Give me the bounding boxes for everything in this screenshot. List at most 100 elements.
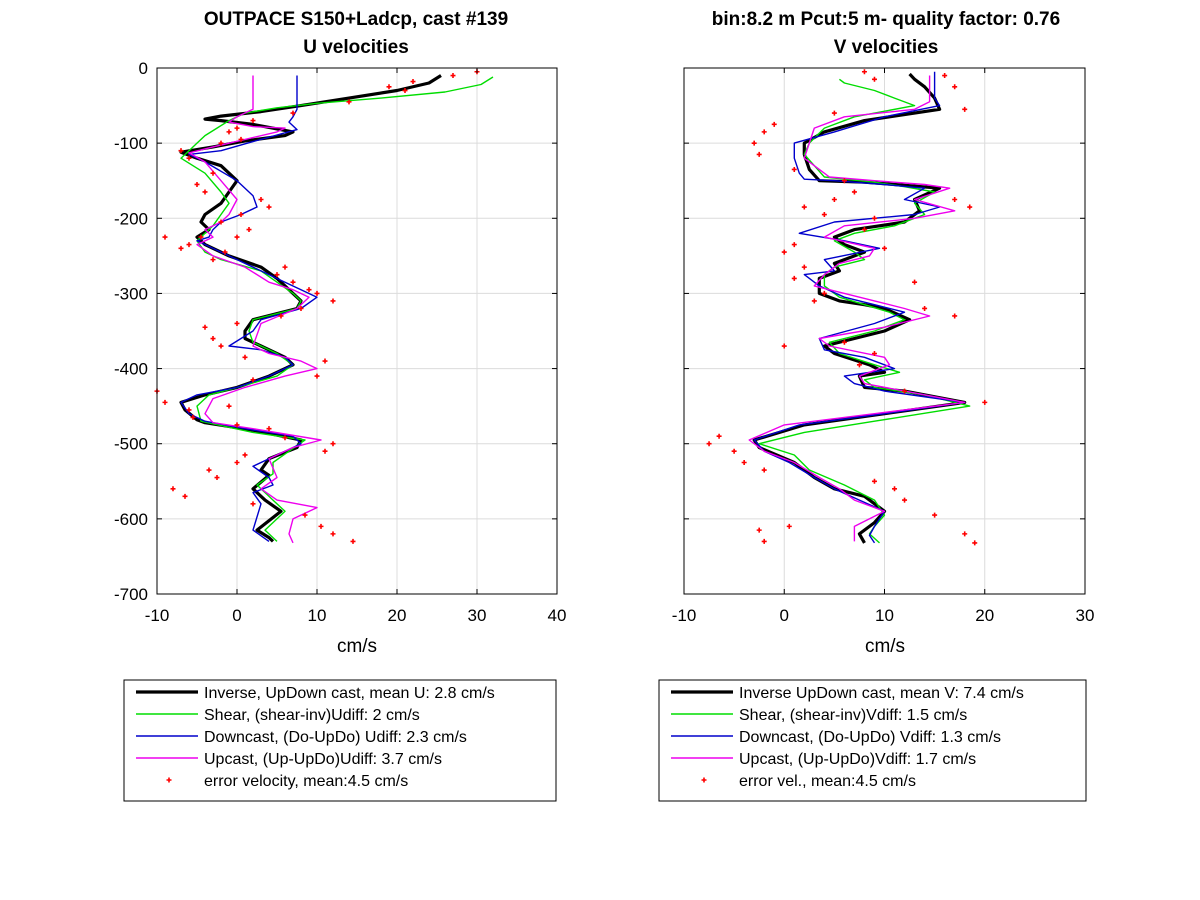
v-legend: Inverse UpDown cast, mean V: 7.4 cm/s She… <box>658 679 1087 802</box>
u-y-tick-label: -500 <box>114 435 148 454</box>
v-error-point <box>962 106 968 112</box>
v-panel-subtitle: V velocities <box>834 37 939 58</box>
u-error-velocity-points <box>154 69 480 544</box>
v-error-point <box>781 343 787 349</box>
u-error-point <box>226 129 232 135</box>
v-error-point <box>972 540 978 546</box>
u-error-point <box>234 460 240 465</box>
v-error-point <box>922 305 928 311</box>
v-error-point <box>902 497 908 503</box>
u-error-point <box>350 538 356 544</box>
v-legend-swatch-4 <box>701 777 707 783</box>
u-error-point <box>322 358 328 364</box>
u-error-point <box>282 264 288 270</box>
u-error-point <box>234 234 240 240</box>
u-legend-swatch-4 <box>166 777 172 783</box>
v-error-point <box>706 441 712 447</box>
v-error-point <box>952 197 958 202</box>
v-error-point <box>781 249 787 255</box>
v-series-line-3 <box>748 75 966 542</box>
v-error-point <box>801 204 807 210</box>
u-error-point <box>330 441 336 447</box>
v-x-tick-label: 10 <box>875 606 894 625</box>
u-x-axis-label: cm/s <box>337 636 377 657</box>
v-error-point <box>871 76 877 82</box>
v-legend-label-1: Shear, (shear-inv)Vdiff: 1.5 cm/s <box>739 707 967 724</box>
u-error-point <box>450 73 456 79</box>
u-y-tick-label: -200 <box>114 209 148 228</box>
u-error-point <box>242 452 248 458</box>
u-error-point <box>214 475 220 481</box>
v-error-point <box>967 204 973 210</box>
u-error-point <box>302 512 308 518</box>
v-error-point <box>871 215 877 221</box>
v-error-point <box>841 339 847 345</box>
v-error-point <box>856 362 862 368</box>
u-error-point <box>314 373 320 379</box>
u-y-tick-label: -600 <box>114 510 148 529</box>
u-legend: Inverse, UpDown cast, mean U: 2.8 cm/s Sh… <box>123 679 557 802</box>
u-error-point <box>234 320 240 326</box>
v-error-point <box>811 298 817 304</box>
u-x-tick-label: -10 <box>145 606 170 625</box>
v-error-point <box>962 531 968 537</box>
u-legend-label-1: Shear, (shear-inv)Udiff: 2 cm/s <box>204 707 420 724</box>
u-error-point <box>170 486 176 492</box>
u-error-point <box>250 377 256 383</box>
v-error-point <box>851 189 857 195</box>
v-error-point <box>831 197 837 202</box>
u-error-point <box>218 140 224 146</box>
u-error-point <box>330 298 336 304</box>
u-x-tick-label: 30 <box>468 606 487 625</box>
v-error-point <box>882 245 887 251</box>
u-error-point <box>218 219 224 225</box>
v-series-group <box>706 69 988 546</box>
u-error-point <box>266 426 272 432</box>
v-error-point <box>932 512 938 518</box>
u-error-point <box>198 234 204 240</box>
v-error-point <box>761 467 767 473</box>
u-error-point <box>210 336 216 342</box>
u-error-point <box>346 99 352 105</box>
u-error-point <box>222 249 228 255</box>
v-x-tick-label: 0 <box>780 606 789 625</box>
u-x-tick-label: 10 <box>308 606 327 625</box>
u-y-tick-label: -400 <box>114 360 148 379</box>
u-legend-items: Inverse, UpDown cast, mean U: 2.8 cm/s Sh… <box>136 685 495 790</box>
u-error-point <box>202 189 208 195</box>
v-error-point <box>716 433 722 439</box>
u-x-tick-label: 40 <box>548 606 567 625</box>
v-panel-title: bin:8.2 m Pcut:5 m- quality factor: 0.76 <box>712 9 1060 30</box>
u-error-point <box>330 531 336 537</box>
u-y-tick-label: -700 <box>114 585 148 604</box>
v-error-point <box>761 129 767 135</box>
v-error-point <box>791 242 797 248</box>
v-error-point <box>791 275 797 281</box>
v-error-point <box>756 527 762 533</box>
u-error-point <box>258 197 264 202</box>
v-error-point <box>942 73 948 79</box>
v-x-tick-label: 30 <box>1076 606 1095 625</box>
v-legend-box <box>658 679 1087 802</box>
u-series-line-2 <box>180 75 318 542</box>
v-error-point <box>791 166 797 172</box>
v-legend-label-4: error vel., mean:4.5 cm/s <box>739 773 916 790</box>
u-error-point <box>250 118 256 124</box>
u-error-point <box>162 399 168 405</box>
u-error-point <box>210 170 216 176</box>
v-legend-label-3: Upcast, (Up-UpDo)Vdiff: 1.7 cm/s <box>739 751 976 768</box>
v-x-axis-label: cm/s <box>865 636 905 657</box>
u-velocity-panel: OUTPACE S150+Ladcp, cast #139 U velociti… <box>114 9 567 802</box>
v-x-tick-label: 20 <box>975 606 994 625</box>
v-error-point <box>892 486 898 492</box>
v-error-point <box>831 110 837 116</box>
u-y-tick-label: 0 <box>139 59 148 78</box>
u-legend-box <box>123 679 557 802</box>
u-error-point <box>234 422 240 428</box>
v-legend-label-2: Downcast, (Do-UpDo) Vdiff: 1.3 cm/s <box>739 729 1001 746</box>
u-error-point <box>178 245 184 251</box>
u-error-point <box>410 79 416 85</box>
u-error-point <box>194 181 200 187</box>
v-legend-label-0: Inverse UpDown cast, mean V: 7.4 cm/s <box>739 685 1024 702</box>
